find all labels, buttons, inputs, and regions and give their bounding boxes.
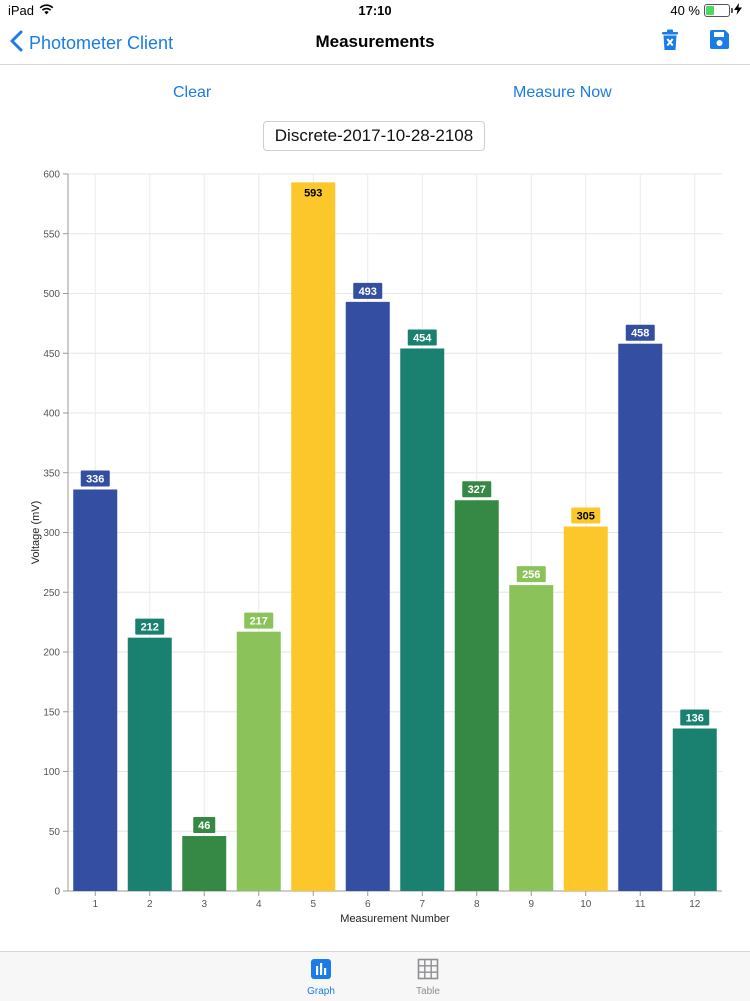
data-label-bg [571,507,601,524]
back-button[interactable]: Photometer Client [10,30,173,57]
battery-icon [704,4,733,17]
x-tick-label: 12 [689,899,701,910]
tab-bar: Graph Table [0,951,750,1001]
bar-3 [182,836,227,891]
data-label: 593 [304,187,322,199]
bar-7 [400,348,445,892]
x-axis-label: Measurement Number [340,913,450,925]
data-label: 136 [686,712,704,724]
y-tick-label: 600 [43,170,60,181]
tab-table[interactable]: Table [398,958,458,997]
back-label: Photometer Client [29,33,174,53]
data-label-bg [680,709,710,726]
bar-11 [618,343,663,891]
data-label-bg [193,817,216,834]
bar-1 [73,489,118,891]
x-tick-label: 7 [419,899,425,910]
grid-icon [398,958,458,983]
y-tick-label: 300 [43,528,60,539]
data-label-bg [407,329,437,346]
trash-icon[interactable] [661,29,679,56]
x-tick-label: 11 [635,899,646,910]
y-tick-label: 550 [43,229,60,240]
data-label-bg [353,282,383,299]
data-label: 217 [250,616,268,628]
bar-9 [509,585,554,891]
data-label-bg [80,470,110,487]
page-title: Measurements [315,32,435,51]
x-tick-label: 10 [580,899,592,910]
data-label: 336 [86,473,104,485]
bar-10 [563,526,608,891]
voltage-bar-chart: 0 50 100 150 200 250 300 350 400 450 500 550 600 336 1… [30,170,722,925]
y-tick-label: 350 [43,468,60,479]
y-axis-label: Voltage (mV) [30,501,42,565]
x-tick-label: 3 [201,899,207,910]
x-tick-label: 2 [147,899,153,910]
bar-2 [127,637,172,891]
measure-now-button[interactable]: Measure Now [513,84,612,101]
data-label: 493 [359,286,377,298]
battery-percent: 40 % [670,3,700,18]
tab-graph[interactable]: Graph [291,958,351,997]
y-tick-label: 0 [54,887,60,898]
x-tick-label: 6 [365,899,371,910]
bar-12 [672,728,717,891]
data-label-bg [298,184,328,201]
status-time: 17:10 [358,3,392,18]
bar-chart-icon [291,958,351,983]
tab-graph-label: Graph [307,986,335,997]
data-label-bg [625,324,655,341]
data-label: 458 [631,328,649,340]
status-bar: iPad 17:10 40 % [0,0,750,22]
nav-actions [661,29,730,56]
data-label: 454 [413,332,432,344]
data-label: 256 [522,569,540,581]
bar-4 [236,631,281,891]
y-tick-label: 250 [43,588,60,599]
x-tick-label: 8 [474,899,480,910]
navigation-bar: Photometer Client Measurements [0,22,750,65]
data-label-bg [244,612,274,629]
y-tick-label: 50 [49,827,61,838]
bar-6 [345,301,390,891]
charging-icon [734,3,742,18]
status-left: iPad [8,3,54,18]
y-tick-label: 150 [43,707,60,718]
status-right: 40 % [670,3,742,18]
y-tick-label: 450 [43,349,60,360]
data-label-bg [516,566,546,583]
y-tick-label: 500 [43,289,60,300]
tab-table-label: Table [416,986,440,997]
x-tick-label: 9 [528,899,534,910]
measurement-name-field[interactable]: Discrete-2017-10-28-2108 [263,121,485,151]
chevron-left-icon [10,30,23,57]
bar-8 [454,500,499,891]
x-tick-label: 4 [256,899,262,910]
save-icon[interactable] [709,29,730,56]
data-label: 327 [468,484,486,496]
clear-button[interactable]: Clear [173,84,212,101]
data-label: 46 [198,820,210,832]
device-name: iPad [8,3,35,18]
y-tick-label: 200 [43,648,60,659]
data-label: 305 [577,511,595,523]
bar-5 [291,182,336,892]
data-label-bg [135,618,165,635]
data-label: 212 [141,622,159,634]
wifi-icon [39,3,54,18]
x-tick-label: 5 [310,899,316,910]
data-label-bg [462,481,492,498]
y-tick-label: 100 [43,767,60,778]
x-tick-label: 1 [92,899,98,910]
y-tick-label: 400 [43,409,60,420]
